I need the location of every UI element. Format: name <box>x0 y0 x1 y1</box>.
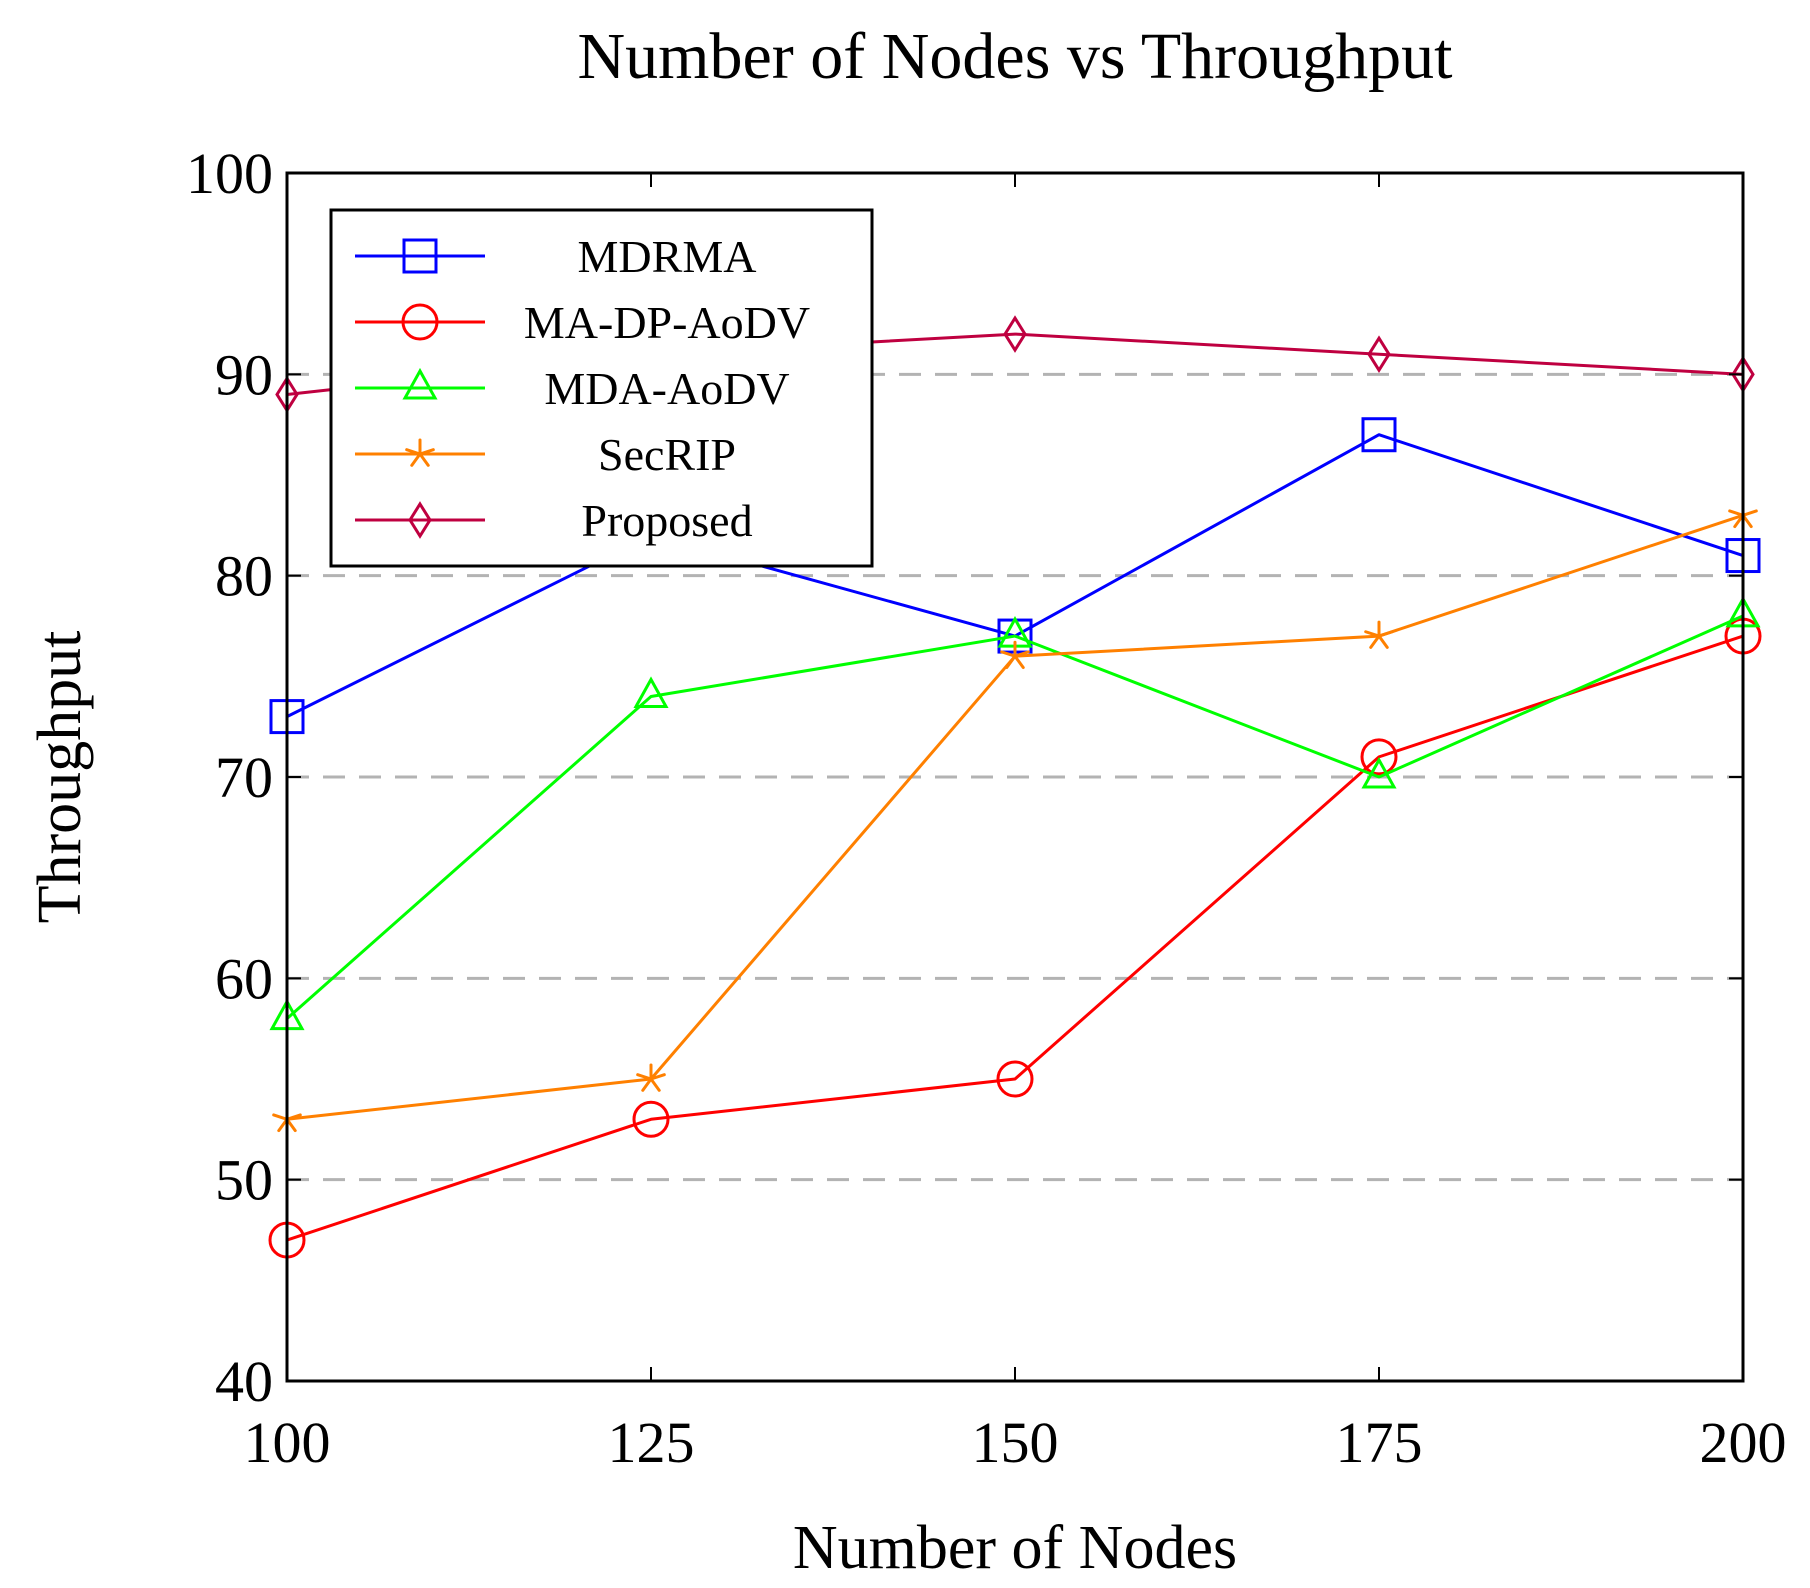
x-tick-label-200: 200 <box>1700 1410 1787 1475</box>
series-secrip <box>272 499 1758 1133</box>
y-axis-label: Throughput <box>26 631 94 924</box>
data-point-secrip-125 <box>636 1063 666 1092</box>
y-tick-label-60: 60 <box>215 946 273 1011</box>
legend-item-ma-dp-aodv: MA-DP-AoDV <box>355 297 810 348</box>
legend-label-secrip: SecRIP <box>598 429 736 480</box>
series-mda-aodv <box>269 595 1761 1031</box>
series-ma-dp-aodv <box>268 617 1762 1259</box>
data-point-ma-dp-aodv-175 <box>1360 738 1398 776</box>
legend-item-mdrma: MDRMA <box>355 231 756 282</box>
legend-item-proposed: Proposed <box>355 495 753 546</box>
y-tick-label-90: 90 <box>215 342 273 407</box>
y-tick-label-50: 50 <box>215 1148 273 1213</box>
data-point-mda-aodv-125 <box>633 676 669 708</box>
grid-lines <box>287 372 1743 1182</box>
data-point-ma-dp-aodv-125 <box>632 1100 670 1138</box>
legend-label-ma-dp-aodv: MA-DP-AoDV <box>524 297 810 348</box>
y-tick-label-100: 100 <box>186 141 273 206</box>
legend-marker-secrip <box>405 438 435 467</box>
x-tick-label-175: 175 <box>1336 1410 1423 1475</box>
legend-marker-proposed <box>408 501 432 539</box>
x-tick-label-125: 125 <box>608 1410 695 1475</box>
chart-title: Number of Nodes vs Throughput <box>577 20 1452 93</box>
series-line-secrip <box>286 513 1744 1121</box>
data-point-secrip-150 <box>1000 640 1030 670</box>
x-tick-label-150: 150 <box>972 1410 1059 1475</box>
data-point-mdrma-175 <box>1361 417 1397 453</box>
y-tick-label-70: 70 <box>215 745 273 810</box>
data-point-proposed-150 <box>1003 315 1027 353</box>
legend-label-mdrma: MDRMA <box>578 231 757 282</box>
data-point-mda-aodv-175 <box>1361 756 1397 789</box>
y-tick-label-80: 80 <box>215 544 273 609</box>
x-axis-label: Number of Nodes <box>793 1514 1237 1582</box>
legend: MDRMA MA-DP-AoDV MDA-AoDV SecRIP Proposed <box>329 208 874 568</box>
legend-marker-mdrma <box>402 238 438 274</box>
legend-item-mda-aodv: MDA-AoDV <box>355 363 790 414</box>
legend-label-mda-aodv: MDA-AoDV <box>544 363 789 414</box>
data-point-proposed-175 <box>1367 335 1391 374</box>
data-point-secrip-175 <box>1364 620 1394 649</box>
series-line-mda-aodv <box>286 614 1744 1020</box>
series-line-ma-dp-aodv <box>286 634 1744 1242</box>
y-tick-label-40: 40 <box>215 1349 273 1414</box>
x-tick-label-100: 100 <box>244 1410 331 1475</box>
data-point-ma-dp-aodv-150 <box>996 1060 1034 1098</box>
legend-label-proposed: Proposed <box>581 495 752 546</box>
tick-layer: 40 50 60 70 80 90 100 100 125 150 175 200 <box>186 141 1787 1475</box>
legend-marker-mda-aodv <box>402 367 438 400</box>
legend-marker-ma-dp-aodv <box>401 303 439 341</box>
legend-item-secrip: SecRIP <box>355 429 736 480</box>
